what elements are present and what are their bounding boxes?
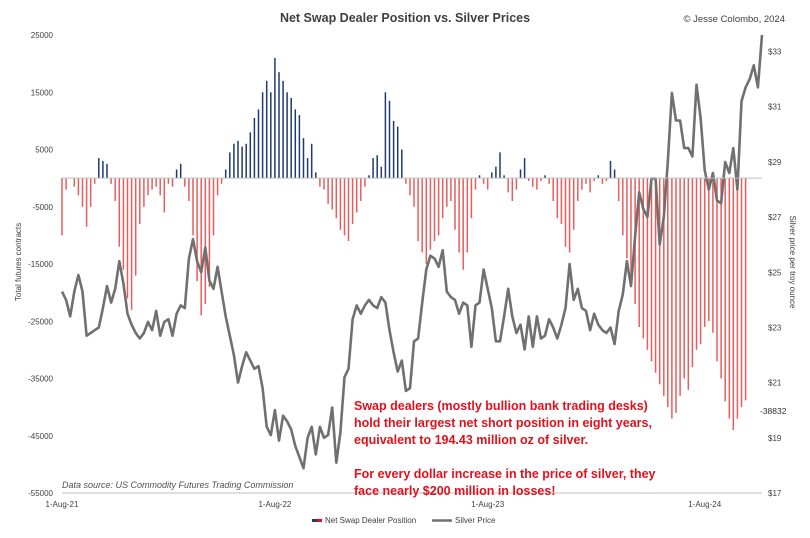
line-series xyxy=(60,34,764,470)
annotation-line-1: Swap dealers (mostly bullion bank tradin… xyxy=(354,399,648,413)
chart-title: Net Swap Dealer Position vs. Silver Pric… xyxy=(280,11,530,25)
legend-label-net-swap: Net Swap Dealer Position xyxy=(325,516,416,525)
y-right-axis-title: Silver price per troy ounce xyxy=(788,216,797,309)
y-right-tick-6: $21 xyxy=(768,379,782,388)
annotation-block: Swap dealers (mostly bullion bank tradin… xyxy=(354,399,656,498)
last-value-label: -38832 xyxy=(760,406,787,416)
y-right-tick-0: $33 xyxy=(768,48,782,57)
y-left-tick-2: 5000 xyxy=(35,146,53,155)
annotation-line-3: equivalent to 194.43 million oz of silve… xyxy=(354,433,588,447)
y-left-tick-1: 15000 xyxy=(31,88,54,97)
y-left-tick-6: -35000 xyxy=(28,375,53,384)
x-tick-1: 1-Aug-22 xyxy=(258,500,291,509)
y-right-tick-7: $19 xyxy=(768,434,782,443)
y-right-tick-2: $29 xyxy=(768,158,782,167)
silver-price-line xyxy=(60,34,764,470)
axes: 25000 15000 5000 -5000 -15000 -25000 -35000 -45… xyxy=(28,31,782,509)
y-right-tick-1: $31 xyxy=(768,103,782,112)
legend-swatch-positive xyxy=(312,519,317,522)
data-source-label: Data source: US Commodity Futures Tradin… xyxy=(62,480,293,490)
y-right-tick-3: $27 xyxy=(768,213,782,222)
y-left-tick-5: -25000 xyxy=(28,317,53,326)
x-tick-2: 1-Aug-23 xyxy=(471,500,504,509)
x-tick-3: 1-Aug-24 xyxy=(688,500,721,509)
y-left-tick-3: -5000 xyxy=(33,203,54,212)
x-tick-0: 1-Aug-21 xyxy=(46,500,79,509)
legend: Net Swap Dealer Position Silver Price xyxy=(312,516,496,525)
y-left-tick-7: -45000 xyxy=(28,432,53,441)
annotation-line-2: hold their largest net short position in… xyxy=(354,416,652,430)
annotation-line-6: face nearly $200 million in losses! xyxy=(354,484,555,498)
y-left-tick-0: 25000 xyxy=(31,31,54,40)
y-right-tick-8: $17 xyxy=(768,489,782,498)
y-left-tick-8: -55000 xyxy=(28,489,53,498)
copyright-label: © Jesse Colombo, 2024 xyxy=(683,14,785,25)
legend-label-silver: Silver Price xyxy=(455,516,496,525)
y-right-tick-5: $23 xyxy=(768,324,782,333)
y-right-tick-4: $25 xyxy=(768,268,782,277)
y-left-tick-4: -15000 xyxy=(28,260,53,269)
y-left-axis-title: Total futures contracts xyxy=(14,223,23,301)
legend-swatch-negative xyxy=(317,519,322,522)
annotation-line-5: For every dollar increase in the price o… xyxy=(354,467,656,481)
